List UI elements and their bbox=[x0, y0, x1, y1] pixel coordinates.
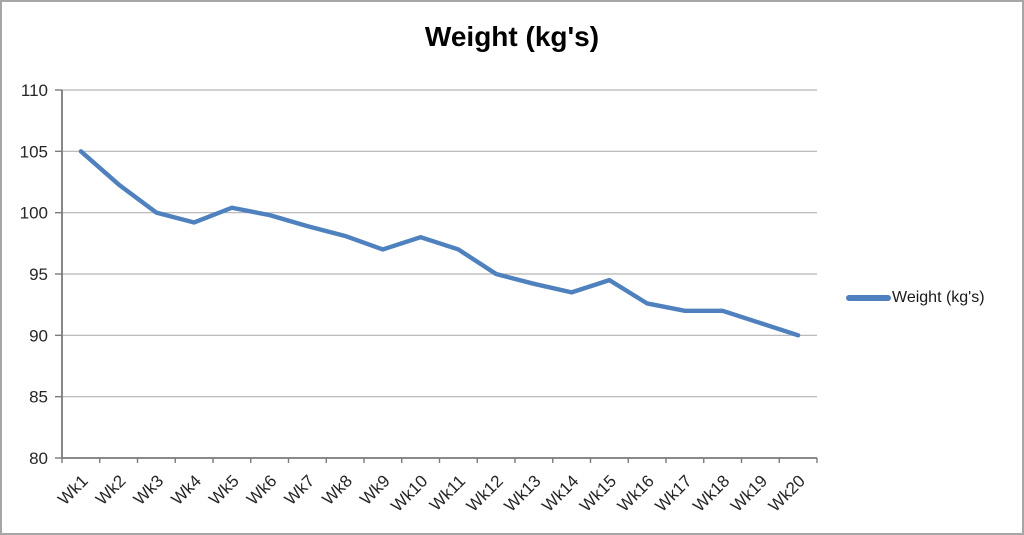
x-tick-label: Wk17 bbox=[652, 471, 696, 515]
legend-line-marker bbox=[846, 295, 891, 301]
y-tick-label: 100 bbox=[20, 204, 48, 223]
x-tick-label: Wk14 bbox=[538, 471, 582, 515]
x-tick-label: Wk1 bbox=[54, 471, 91, 508]
y-tick-label: 90 bbox=[29, 326, 48, 345]
x-tick-label: Wk19 bbox=[727, 471, 771, 515]
x-tick-label: Wk13 bbox=[501, 471, 545, 515]
x-tick-label: Wk18 bbox=[689, 471, 733, 515]
x-tick-label: Wk2 bbox=[92, 471, 129, 508]
x-tick-label: Wk7 bbox=[281, 471, 318, 508]
y-tick-label: 80 bbox=[29, 449, 48, 468]
y-tick-label: 95 bbox=[29, 265, 48, 284]
chart-title: Weight (kg's) bbox=[424, 21, 600, 52]
x-tick-label: Wk5 bbox=[205, 471, 242, 508]
x-tick-label: Wk4 bbox=[167, 471, 204, 508]
x-tick-label: Wk15 bbox=[576, 471, 620, 515]
legend[interactable]: Weight (kg's) bbox=[846, 289, 985, 307]
legend-label: Weight (kg's) bbox=[892, 289, 985, 306]
x-tick-label: Wk3 bbox=[130, 471, 167, 508]
x-tick-label: Wk12 bbox=[463, 471, 507, 515]
y-tick-label: 105 bbox=[20, 142, 48, 161]
x-tick-label: Wk8 bbox=[318, 471, 355, 508]
x-tick-label: Wk6 bbox=[243, 471, 280, 508]
x-tick-label: Wk11 bbox=[426, 471, 469, 514]
weight-series-line[interactable] bbox=[78, 149, 801, 338]
y-tick-label: 85 bbox=[29, 388, 48, 407]
x-tick-label: Wk20 bbox=[765, 471, 809, 515]
x-tick-label: Wk10 bbox=[387, 471, 431, 515]
x-tick-label: Wk16 bbox=[614, 471, 658, 515]
y-tick-label: 110 bbox=[21, 81, 48, 100]
